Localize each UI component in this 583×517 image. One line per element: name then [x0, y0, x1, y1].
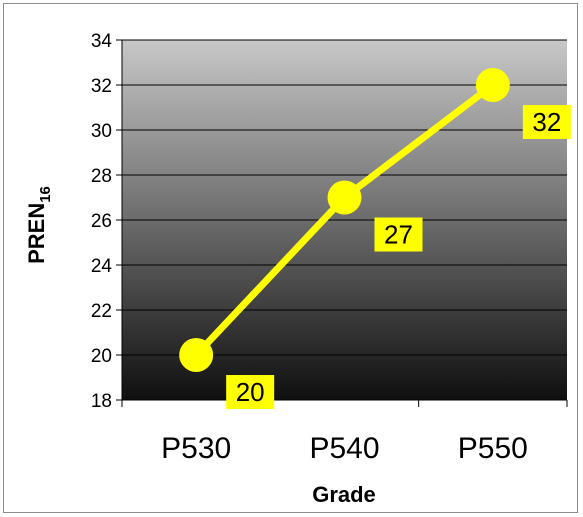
x-tick-label: P530: [161, 432, 231, 465]
data-point: [179, 338, 214, 372]
y-tick-label: 32: [91, 76, 112, 97]
y-tick-label: 34: [91, 31, 113, 52]
y-tick-label: 22: [91, 301, 112, 322]
data-point: [327, 180, 362, 215]
gridlines: [122, 39, 567, 356]
axes: [116, 39, 568, 407]
data-label: 32: [532, 107, 561, 137]
y-tick-label: 26: [91, 211, 112, 232]
series: [179, 68, 510, 372]
data-label-box: [226, 375, 275, 409]
data-labels: 20 27 32: [226, 105, 571, 409]
y-tick-label: 20: [91, 346, 112, 367]
y-tick-label: 24: [91, 256, 113, 277]
y-axis-title-subscript: 16: [37, 186, 54, 203]
y-tick-label: 30: [91, 121, 112, 142]
y-tick-label: 18: [91, 391, 112, 412]
data-label-box: [374, 217, 423, 252]
x-axis-title: Grade: [312, 482, 376, 507]
y-tick-label: 28: [91, 166, 112, 187]
x-tick-labels: P530 P540 P550: [161, 432, 528, 465]
y-tick-labels: 18 20 22 24 26 28 30 32 34: [91, 31, 113, 412]
data-label-box: [522, 105, 571, 139]
y-axis-title-main: PREN: [24, 203, 49, 264]
data-point: [475, 68, 510, 102]
x-tick-label: P540: [309, 432, 379, 465]
y-axis-title: PREN16: [24, 186, 54, 264]
data-label: 27: [384, 220, 413, 250]
data-label: 20: [236, 377, 265, 407]
x-tick-label: P550: [458, 432, 528, 465]
